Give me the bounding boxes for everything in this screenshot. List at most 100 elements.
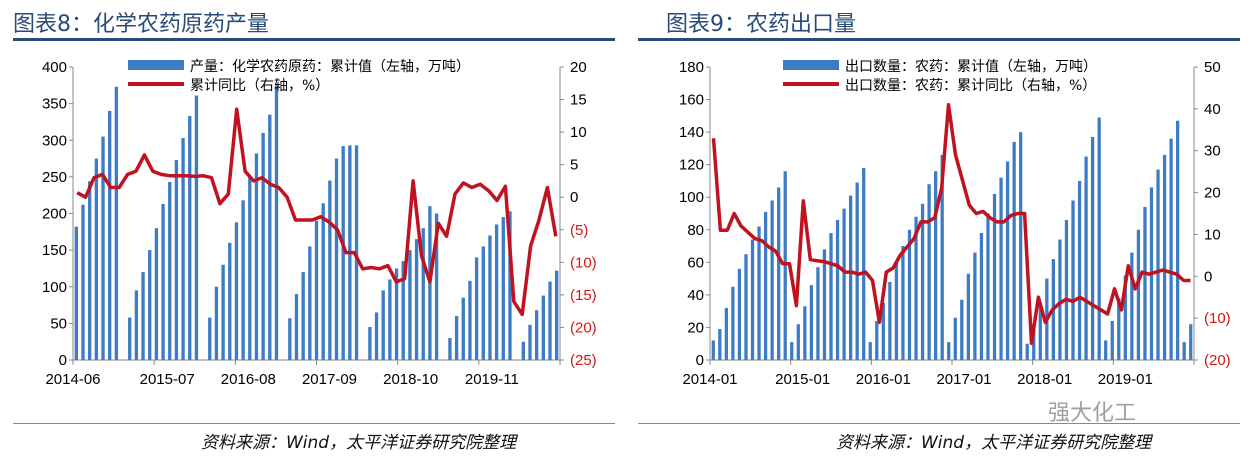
legend: 产量：化学农药原药：累计值（左轴，万吨） 累计同比（右轴，%） — [128, 59, 470, 94]
left-tick-label: 0 — [696, 352, 704, 369]
bar — [508, 211, 512, 360]
bar — [1038, 303, 1042, 360]
bar — [334, 158, 339, 360]
bar — [1032, 324, 1036, 360]
bar — [1143, 206, 1147, 360]
bar — [934, 171, 938, 360]
bar — [248, 176, 252, 360]
bar — [301, 272, 305, 360]
bar — [1123, 275, 1127, 360]
bar — [174, 160, 179, 360]
bar — [1058, 239, 1062, 360]
bar — [862, 167, 866, 360]
bar — [474, 257, 479, 360]
legend-label: 累计同比（右轴，%） — [190, 78, 329, 94]
bar — [94, 158, 99, 360]
bar — [829, 233, 833, 360]
bar — [314, 220, 319, 360]
bottom-divider — [638, 423, 1240, 424]
bar — [181, 138, 185, 360]
bar — [842, 208, 846, 360]
bar — [448, 338, 452, 360]
x-tick-label: 2017-09 — [302, 371, 357, 388]
bar — [234, 222, 239, 360]
left-tick-label: 120 — [679, 157, 704, 174]
bar — [822, 249, 827, 360]
left-tick-label: 100 — [42, 279, 67, 296]
bar — [1110, 320, 1114, 360]
bar — [454, 316, 459, 360]
bar — [394, 268, 399, 360]
bar — [1156, 169, 1160, 360]
bar — [134, 290, 139, 360]
bar — [881, 303, 885, 360]
left-tick-label: 100 — [679, 189, 704, 206]
bar — [848, 195, 853, 360]
left-tick-label: 350 — [42, 96, 67, 113]
bar — [368, 327, 372, 360]
legend-swatch-bar — [783, 60, 839, 70]
title-divider — [638, 38, 1240, 41]
chart-area: 0 20 40 60 80 100 120 140 160 180 (20) (10) 0 10 20 30 4… — [679, 59, 1231, 388]
legend-swatch-bar — [128, 60, 184, 70]
x-tick-label: 2018-10 — [383, 371, 438, 388]
bar — [1117, 298, 1121, 360]
bar — [966, 273, 970, 360]
bar — [953, 317, 957, 360]
bar — [241, 200, 245, 360]
bar — [294, 294, 299, 360]
x-tick-label: 2018-01 — [1017, 371, 1072, 388]
bar — [940, 154, 944, 360]
bar — [992, 193, 997, 360]
bar — [74, 226, 79, 360]
bar — [986, 213, 990, 360]
bar — [809, 285, 814, 360]
bar — [724, 307, 728, 360]
bar — [1104, 340, 1108, 360]
right-tick-label: 20 — [1204, 185, 1221, 202]
left-tick-label: 160 — [679, 92, 704, 109]
bar — [308, 246, 312, 360]
bar — [888, 281, 892, 360]
series-line — [76, 107, 558, 317]
bar — [855, 182, 859, 360]
bar — [901, 246, 905, 360]
bar — [816, 267, 820, 360]
bar — [374, 312, 379, 360]
right-tick-label: 40 — [1204, 101, 1221, 118]
bar — [1189, 324, 1193, 360]
bar — [214, 286, 219, 360]
bar — [731, 286, 735, 360]
bar — [114, 86, 119, 360]
bar — [783, 171, 787, 360]
left-tick-label: 60 — [687, 254, 704, 271]
right-tick-label: 10 — [570, 124, 587, 141]
bar — [254, 153, 259, 360]
left-tick-label: 20 — [687, 319, 704, 336]
bar — [868, 342, 872, 360]
bar — [434, 213, 439, 360]
bar — [1012, 141, 1016, 360]
bar — [341, 146, 345, 360]
left-tick-label: 40 — [687, 287, 704, 304]
bar — [979, 233, 984, 360]
bar — [481, 246, 485, 360]
bar — [168, 182, 172, 360]
bar — [770, 200, 774, 360]
bar — [108, 110, 112, 360]
bar — [1025, 343, 1029, 360]
x-tick-label: 2016-08 — [221, 371, 276, 388]
bar — [1162, 154, 1167, 360]
bar — [1182, 342, 1186, 360]
right-tick-label: (5) — [570, 222, 588, 239]
bar — [408, 250, 412, 360]
bar — [777, 187, 781, 360]
bar — [81, 204, 85, 360]
bar — [1169, 138, 1173, 360]
right-tick-label: 50 — [1204, 59, 1221, 76]
right-tick-label: (20) — [570, 319, 597, 336]
x-tick-label: 2019-11 — [465, 371, 519, 388]
bar — [1097, 117, 1101, 360]
left-tick-label: 80 — [687, 222, 704, 239]
right-tick-label: 30 — [1204, 143, 1221, 160]
